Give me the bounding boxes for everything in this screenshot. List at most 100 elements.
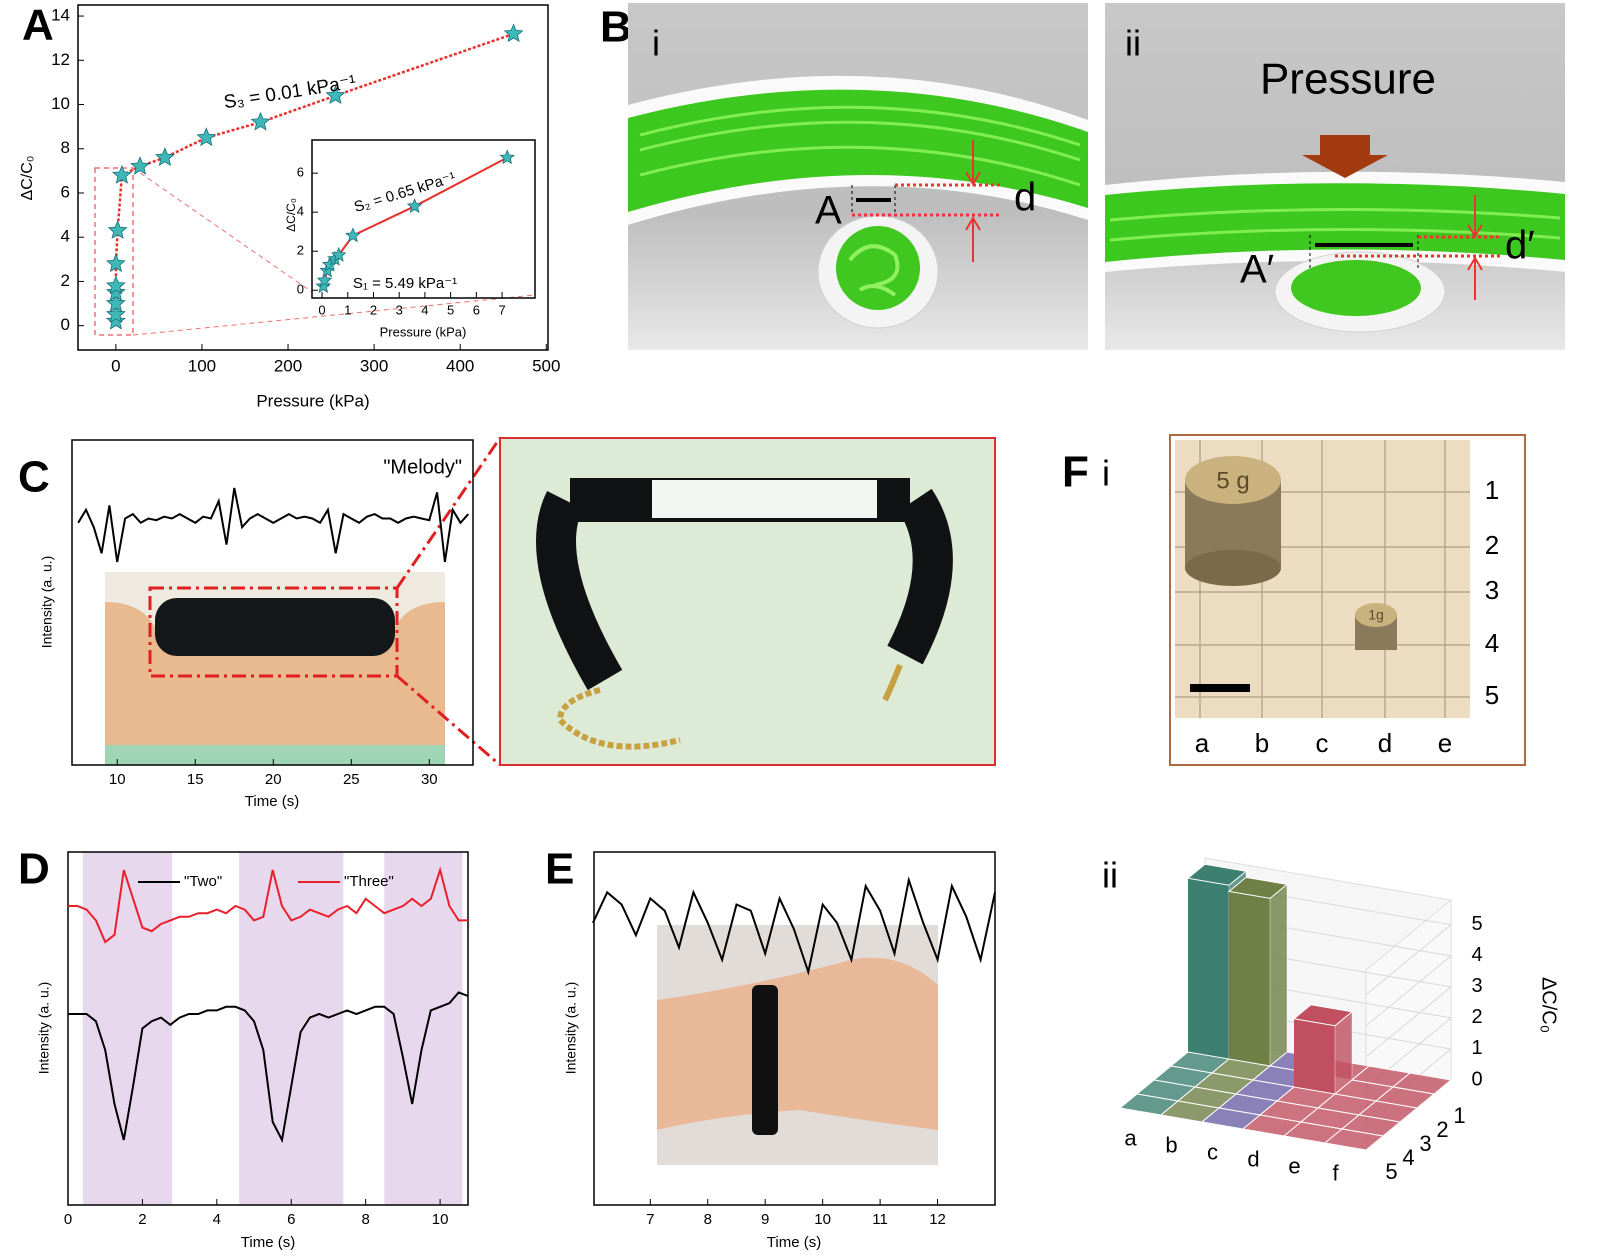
x-tick-label: 5 <box>447 302 454 317</box>
column-label: c <box>1316 728 1329 758</box>
plot-frame <box>77 4 549 351</box>
photo-weights <box>1169 434 1526 766</box>
zoom-box <box>94 167 134 336</box>
diagram-label: d′ <box>1505 224 1535 268</box>
x-category-label: f <box>1332 1160 1339 1185</box>
data-point <box>106 282 126 301</box>
x-tick-label: 6 <box>473 302 480 317</box>
legend-label: "Three" <box>344 873 394 890</box>
data-point <box>250 111 271 131</box>
x-tick-label: 12 <box>929 1211 946 1228</box>
x-tick-label: 10 <box>109 771 126 788</box>
y-tick-label: 8 <box>61 138 70 157</box>
data-line <box>68 866 468 944</box>
y-tick-label: 12 <box>51 50 70 69</box>
data-point <box>499 149 516 165</box>
data-line <box>114 32 515 322</box>
column-label: a <box>1195 728 1210 758</box>
x-tick-label: 8 <box>704 1211 712 1228</box>
data-point <box>106 293 126 312</box>
x-axis-label: Time (s) <box>241 1234 295 1251</box>
panel-label: D <box>18 845 50 894</box>
data-point <box>330 246 347 262</box>
x-tick-label: 20 <box>265 771 282 788</box>
column-label: d <box>1378 728 1392 758</box>
data-point <box>155 147 175 167</box>
diagram-label: d <box>1014 176 1036 220</box>
x-category-label: a <box>1124 1125 1137 1150</box>
y-tick-label: 0 <box>61 315 70 334</box>
x-tick-label: 3 <box>396 302 403 317</box>
photo-choker <box>499 437 996 766</box>
y-category-label: 4 <box>1402 1145 1414 1170</box>
bar <box>1323 1128 1385 1151</box>
x-tick-label: 0 <box>64 1211 72 1228</box>
x-tick-label: 9 <box>761 1211 769 1228</box>
zoom-line <box>395 437 502 589</box>
data-point <box>107 220 128 239</box>
x-axis-label: Pressure (kPa) <box>380 324 467 339</box>
x-tick-label: 4 <box>421 302 428 317</box>
x-tick-label: 10 <box>432 1211 449 1228</box>
x-tick-label: 2 <box>138 1211 146 1228</box>
z-tick-label: 5 <box>1471 913 1482 935</box>
bar <box>1292 1004 1354 1096</box>
sub-label: ii <box>1125 23 1141 64</box>
weight-label: 5 g <box>1216 467 1249 494</box>
z-tick-label: 0 <box>1471 1068 1482 1090</box>
x-tick-label: 8 <box>362 1211 370 1228</box>
bar-top <box>1186 863 1248 886</box>
panel-label: B <box>600 3 632 52</box>
data-line <box>591 876 996 976</box>
row-label: 4 <box>1485 628 1499 658</box>
x-tick-label: 0 <box>111 356 120 375</box>
bar-side <box>1269 883 1288 1068</box>
x-tick-label: 7 <box>498 302 505 317</box>
y-tick-label: 4 <box>297 204 304 219</box>
x-tick-label: 1 <box>344 302 351 317</box>
y-tick-label: 6 <box>297 165 304 180</box>
illustration-b-ii: ii Pressure A′ d′ <box>1105 3 1565 350</box>
x-tick-label: 400 <box>446 356 474 375</box>
z-tick-label: 2 <box>1471 1006 1482 1028</box>
data-line <box>68 991 469 1144</box>
data-point <box>406 198 423 213</box>
plot-frame <box>67 851 469 1206</box>
zoom-line <box>132 167 313 293</box>
annotation: S₁ = 5.49 kPa⁻¹ <box>353 275 457 292</box>
row-label: 2 <box>1485 530 1499 560</box>
data-point <box>112 164 132 184</box>
x-tick-label: 300 <box>360 356 388 375</box>
x-axis-label: Time (s) <box>245 793 299 810</box>
bar-top <box>1227 876 1289 899</box>
data-point <box>106 275 126 295</box>
data-point <box>503 23 524 43</box>
pressure-label: Pressure <box>1260 55 1436 104</box>
bar-top <box>1323 1128 1385 1151</box>
x-tick-label: 30 <box>421 771 438 788</box>
x-axis-label: Time (s) <box>767 1234 821 1251</box>
y-tick-label: 10 <box>51 94 70 113</box>
x-tick-label: 200 <box>274 356 302 375</box>
data-point <box>196 127 217 147</box>
x-category-label: b <box>1165 1132 1177 1157</box>
x-tick-label: 25 <box>343 771 360 788</box>
panel-label: F <box>1062 448 1089 497</box>
sub-label: i <box>652 23 660 64</box>
z-axis-label: ΔC/C₀ <box>1538 977 1560 1033</box>
bar-front <box>1294 1018 1335 1094</box>
data-point <box>325 85 346 105</box>
y-tick-label: 4 <box>61 227 70 246</box>
zoom-line <box>396 674 501 767</box>
y-tick-label: 2 <box>61 271 70 290</box>
y-axis-label: Intensity (a. u.) <box>563 982 579 1075</box>
bar-top <box>1292 1004 1354 1027</box>
legend-label: "Two" <box>184 873 222 890</box>
x-tick-label: 2 <box>370 302 377 317</box>
column-label: b <box>1255 728 1269 758</box>
x-category-label: e <box>1288 1153 1300 1178</box>
highlight-span <box>239 852 344 1205</box>
data-line <box>77 487 470 563</box>
row-label: 1 <box>1485 475 1499 505</box>
row-label: 5 <box>1485 680 1499 710</box>
